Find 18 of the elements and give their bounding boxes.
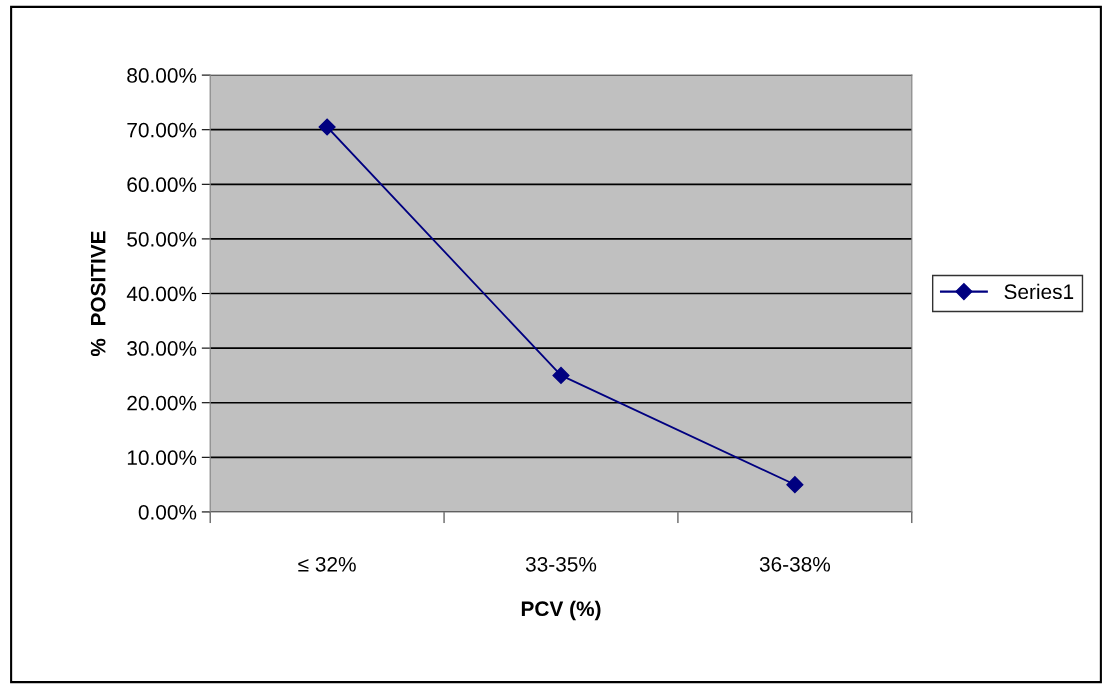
x-tick-label: 33-35%: [525, 556, 597, 572]
y-tick-label: 30.00%: [127, 341, 197, 356]
y-tick-label: 70.00%: [127, 122, 197, 138]
y-tick-label: 0.00%: [138, 504, 197, 520]
y-tick-label: 60.00%: [127, 177, 197, 193]
point: [552, 366, 570, 384]
point: [318, 118, 336, 136]
y-axis-title: % POSITIVE: [90, 231, 106, 357]
x-tick-label: ≤ 32%: [298, 556, 356, 572]
point: [786, 476, 804, 494]
y-tick-label: 50.00%: [127, 231, 197, 247]
y-tick-label: 40.00%: [126, 286, 197, 302]
x-tick-label: 36-38%: [759, 556, 831, 572]
y-tick-label: 10.00%: [127, 450, 197, 466]
legend-label: Series1: [1004, 283, 1074, 300]
y-tick-label: 80.00%: [127, 68, 197, 83]
y-tick-label: 20.00%: [127, 395, 197, 411]
x-axis-title: PCV (%): [521, 600, 601, 621]
